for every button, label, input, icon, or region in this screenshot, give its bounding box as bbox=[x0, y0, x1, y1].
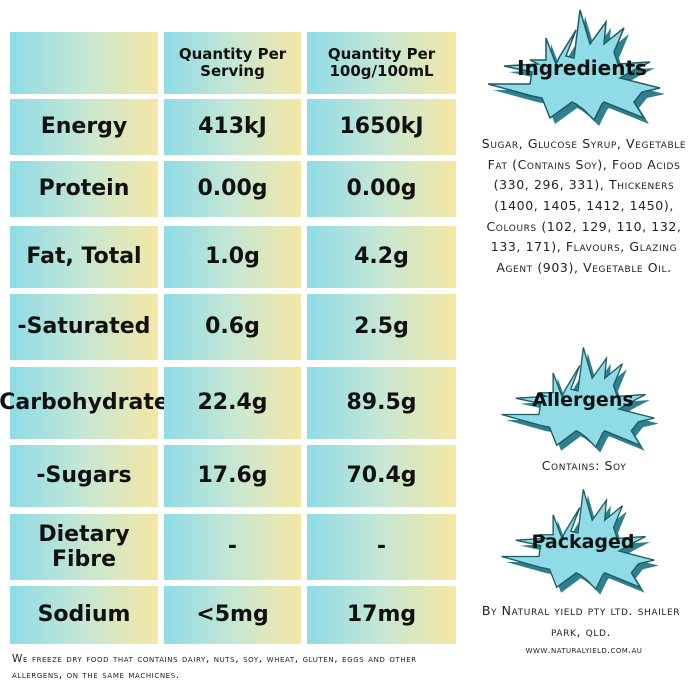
row-label-protein: Protein bbox=[10, 161, 158, 217]
row-serving-sugars: 17.6g bbox=[164, 445, 301, 507]
allergens-text: Contains: Soy bbox=[541, 458, 627, 473]
ingredients-badge: Ingredients bbox=[484, 4, 664, 132]
row-label-saturated: -Saturated bbox=[10, 294, 158, 360]
header-cell-blank bbox=[10, 32, 158, 94]
row-per100-sodium: 17mg bbox=[307, 586, 456, 644]
packaged-badge: Packaged bbox=[498, 484, 658, 600]
row-per100-carbohydrate: 89.5g bbox=[307, 367, 456, 439]
row-serving-carbohydrate: 22.4g bbox=[164, 367, 301, 439]
row-label-sugars: -Sugars bbox=[10, 445, 158, 507]
row-per100-sugars: 70.4g bbox=[307, 445, 456, 507]
row-label-sodium: Sodium bbox=[10, 586, 158, 644]
row-serving-protein: 0.00g bbox=[164, 161, 301, 217]
allergens-badge: Allergens bbox=[498, 342, 658, 458]
row-per100-saturated: 2.5g bbox=[307, 294, 456, 360]
row-serving-energy: 413kJ bbox=[164, 99, 301, 155]
packaged-text: By Natural yield pty ltd. shailer park, … bbox=[481, 603, 681, 640]
starburst-icon bbox=[487, 9, 664, 126]
ingredients-text: Sugar, Glucose Syrup, Vegetable Fat (Con… bbox=[481, 136, 687, 275]
row-per100-energy: 1650kJ bbox=[307, 99, 456, 155]
footer-note: We freeze dry food that contains dairy, … bbox=[12, 653, 417, 681]
header-cell-serving: Quantity Per Serving bbox=[164, 32, 301, 94]
row-serving-saturated: 0.6g bbox=[164, 294, 301, 360]
header-cell-per100: Quantity Per 100g/100mL bbox=[307, 32, 456, 94]
row-label-fibre: Dietary Fibre bbox=[10, 514, 158, 580]
row-serving-sodium: <5mg bbox=[164, 586, 301, 644]
row-per100-fibre: - bbox=[307, 514, 456, 580]
row-serving-fat: 1.0g bbox=[164, 226, 301, 288]
ingredients-title: Ingredients bbox=[517, 56, 647, 80]
starburst-icon bbox=[501, 347, 658, 453]
row-label-energy: Energy bbox=[10, 99, 158, 155]
row-label-fat: Fat, Total bbox=[10, 226, 158, 288]
website-link[interactable]: www.naturalyield.com.au bbox=[525, 645, 643, 656]
row-serving-fibre: - bbox=[164, 514, 301, 580]
packaged-title: Packaged bbox=[531, 531, 635, 553]
row-per100-protein: 0.00g bbox=[307, 161, 456, 217]
row-per100-fat: 4.2g bbox=[307, 226, 456, 288]
allergens-title: Allergens bbox=[532, 389, 634, 411]
starburst-icon bbox=[501, 489, 658, 595]
row-label-carbohydrate: Carbohydrate bbox=[0, 367, 169, 439]
